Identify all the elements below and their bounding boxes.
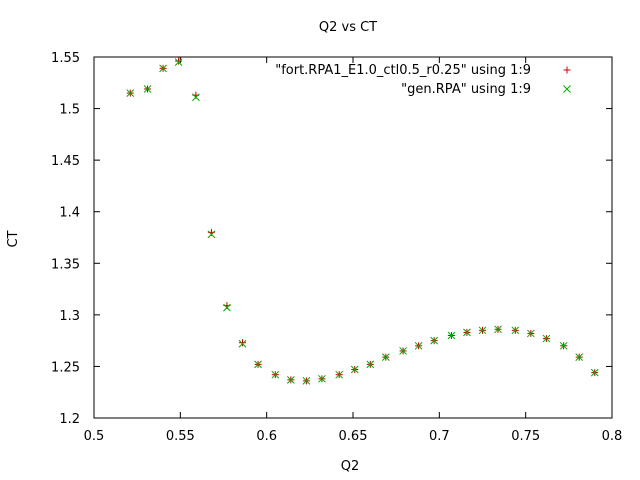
legend: "fort.RPA1_E1.0_ctl0.5_r0.25" using 1:9 … [275,63,571,97]
x-tick-label: 0.8 [602,429,623,444]
data-point [414,341,423,350]
data-point [143,85,152,93]
data-point [463,328,471,337]
y-tick-label: 1.3 [59,309,80,324]
x-axis-label: Q2 [341,459,360,474]
data-point [238,339,247,348]
y-tick-label: 1.45 [51,154,80,169]
data-point [302,377,311,385]
legend-marker-glyph [563,66,571,74]
series-2 [126,58,599,385]
data-point [381,353,390,361]
data-point [542,334,551,343]
data-point [430,336,439,345]
data-point [238,339,246,347]
data-point [366,360,375,369]
data-point [447,331,456,340]
data-point [175,57,183,65]
y-axis-label: CT [6,230,21,247]
y-tick-label: 1.55 [51,51,80,66]
legend-marker-series-2 [563,85,571,93]
data-point [192,93,200,102]
data-series [126,57,599,385]
y-axis-ticks: 1.2 1.25 1.3 1.35 1.4 1.45 1.5 1.55 [51,51,612,427]
data-point [126,89,135,97]
legend-label-series-1: "fort.RPA1_E1.0_ctl0.5_r0.25" using 1:9 [275,63,531,78]
y-tick-label: 1.2 [59,412,80,427]
legend-marker-series-1 [563,66,571,74]
x-axis-ticks: 0.5 0.55 0.6 0.65 0.7 0.75 0.8 [84,57,623,444]
data-point [286,375,295,384]
x-tick-label: 0.55 [166,429,195,444]
data-point [350,365,359,374]
data-point [399,347,407,355]
data-point [159,64,167,73]
data-point [478,326,487,335]
x-tick-label: 0.7 [429,429,450,444]
data-point [511,326,520,335]
x-tick-label: 0.65 [339,429,368,444]
x-tick-label: 0.5 [84,429,105,444]
data-point [254,360,262,369]
data-point [207,230,216,239]
data-point [223,303,231,312]
data-point [526,329,535,338]
data-point [174,58,183,67]
data-point [494,325,502,334]
x-tick-label: 0.6 [256,429,277,444]
data-point [335,370,344,379]
y-tick-label: 1.5 [59,103,80,118]
data-point [318,374,326,383]
legend-marker-glyph [563,85,571,93]
chart-title: Q2 vs CT [319,20,377,35]
y-tick-label: 1.25 [51,360,80,375]
legend-label-series-2: "gen.RPA" using 1:9 [401,82,531,97]
data-point [590,368,599,377]
y-tick-label: 1.4 [59,206,80,221]
y-tick-label: 1.35 [51,257,80,272]
data-point [559,341,568,350]
data-point [271,370,280,379]
data-point [575,353,584,361]
x-tick-label: 0.75 [511,429,540,444]
